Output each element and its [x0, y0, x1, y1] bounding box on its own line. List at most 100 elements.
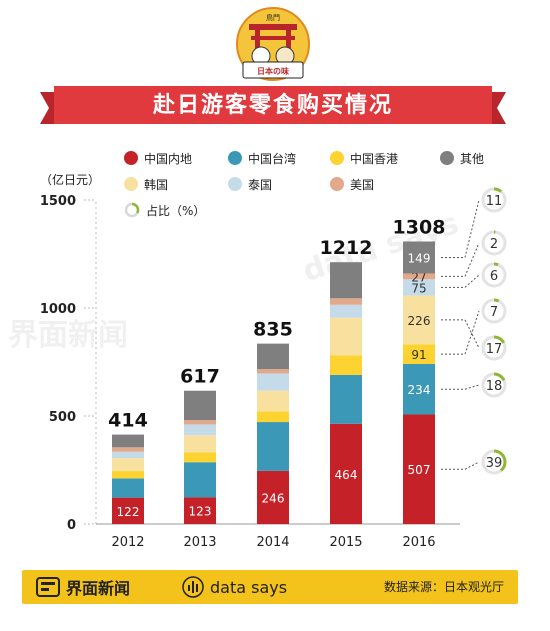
leader-line	[441, 384, 480, 390]
bar-segment	[403, 295, 435, 345]
datasays-logo-icon	[182, 576, 204, 598]
legend-item-mainland: 中国内地	[124, 150, 192, 166]
bar-segment	[112, 471, 144, 479]
bar-segment	[112, 434, 144, 448]
x-tick-label: 2016	[402, 535, 435, 550]
share-value-label: 39	[486, 456, 503, 471]
legend-label: 中国内地	[144, 151, 193, 166]
share-value-label: 6	[490, 269, 498, 284]
legend-item-korea: 韩国	[124, 176, 168, 192]
legend-item-ring: 占比（%）	[124, 202, 205, 218]
leader-line	[441, 310, 480, 355]
legend-label: 美国	[350, 177, 375, 192]
bar-segment	[330, 298, 362, 305]
ring-legend-label: 占比（%）	[146, 203, 206, 218]
y-axis-unit-label: （亿日元）	[40, 173, 101, 187]
share-value-label: 17	[486, 342, 503, 357]
data-label: 91	[411, 348, 426, 362]
bar-segment	[403, 273, 435, 280]
bar-segment	[330, 317, 362, 356]
stacked-bar-chart: 0 500 1000 1500 2012 2013 2014 2015 2016 122 414 12…	[40, 187, 507, 550]
bar-segment	[403, 279, 435, 296]
bar-segment	[184, 462, 216, 498]
share-value-label: 7	[490, 305, 498, 320]
food-emblem-icon: 鳥門 日本の味	[236, 7, 310, 81]
share-ring-arc	[481, 262, 507, 288]
bar-segment	[403, 414, 435, 524]
share-ring-arc	[481, 298, 507, 324]
legend-swatch-icon	[330, 177, 344, 191]
bar-segment	[257, 343, 289, 370]
legend-label: 中国香港	[350, 151, 399, 166]
share-value-label: 11	[486, 194, 503, 209]
bar-segment	[112, 447, 144, 452]
data-label: 234	[408, 383, 431, 397]
bar-segment	[112, 478, 144, 498]
share-ring-arc	[481, 187, 507, 213]
data-label: 123	[189, 505, 212, 519]
y-tick-label: 0	[67, 518, 76, 533]
legend-swatch-icon	[228, 177, 242, 191]
data-label: 149	[408, 251, 431, 265]
share-ring-arc	[481, 335, 507, 361]
legend-item-taiwan: 中国台湾	[228, 150, 296, 166]
x-tick-label: 2012	[111, 535, 144, 550]
data-label: 122	[117, 505, 140, 519]
legend-swatch-icon	[228, 151, 242, 165]
total-label: 1212	[320, 237, 373, 259]
y-tick-label: 1500	[40, 194, 76, 209]
legend-swatch-icon	[440, 151, 454, 165]
leader-line	[441, 242, 480, 277]
bar-segment	[184, 497, 216, 524]
legend-label: 泰国	[248, 177, 273, 192]
bar-segment	[257, 411, 289, 423]
leader-line	[441, 319, 480, 349]
bar-segment	[330, 423, 362, 524]
total-label: 835	[253, 319, 293, 341]
share-value-label: 2	[490, 237, 498, 252]
data-label: 75	[411, 281, 426, 295]
bar-segment	[112, 458, 144, 472]
bar-segment	[330, 304, 362, 318]
legend-item-others: 其他	[440, 150, 484, 166]
footer-datasays: data says	[182, 570, 287, 604]
legend-item-thailand: 泰国	[228, 176, 272, 192]
y-tick-label: 500	[49, 410, 76, 425]
legend-label: 韩国	[144, 177, 169, 192]
leader-line	[441, 461, 480, 470]
y-tick-label: 1000	[40, 302, 76, 317]
x-tick-label: 2014	[256, 535, 289, 550]
bar-segment	[184, 435, 216, 453]
share-value-label: 18	[486, 379, 503, 394]
bar-segment	[257, 390, 289, 412]
bar-segment	[257, 422, 289, 471]
data-label: 226	[408, 314, 431, 328]
bar-segment	[257, 470, 289, 524]
bar-segment	[184, 420, 216, 425]
data-label: 507	[408, 463, 431, 477]
ring-legend-icon	[124, 202, 140, 218]
footer-brand-name: 界面新闻	[66, 579, 131, 598]
watermark-left: 界面新闻	[8, 318, 128, 353]
legend-swatch-icon	[330, 151, 344, 165]
bar-segment	[112, 451, 144, 459]
title-banner: 赴日游客零食购买情况	[40, 84, 506, 128]
footer-brand: 界面新闻	[36, 570, 130, 604]
footer-datasays-name: data says	[210, 577, 288, 597]
legend-item-usa: 美国	[330, 176, 374, 192]
legend-label: 中国台湾	[248, 151, 297, 166]
bar-segment	[330, 374, 362, 424]
data-label: 27	[411, 270, 426, 284]
legend-label: 其他	[460, 151, 485, 166]
bar-segment	[184, 390, 216, 421]
total-label: 1308	[393, 216, 446, 238]
total-label: 617	[180, 366, 220, 388]
data-label: 246	[262, 491, 285, 505]
leader-line	[441, 199, 480, 258]
bar-segment	[184, 452, 216, 463]
total-label: 414	[108, 410, 148, 432]
chart-title: 赴日游客零食购买情况	[152, 93, 393, 118]
bar-segment	[112, 497, 144, 524]
jiemian-logo-icon	[36, 577, 60, 597]
